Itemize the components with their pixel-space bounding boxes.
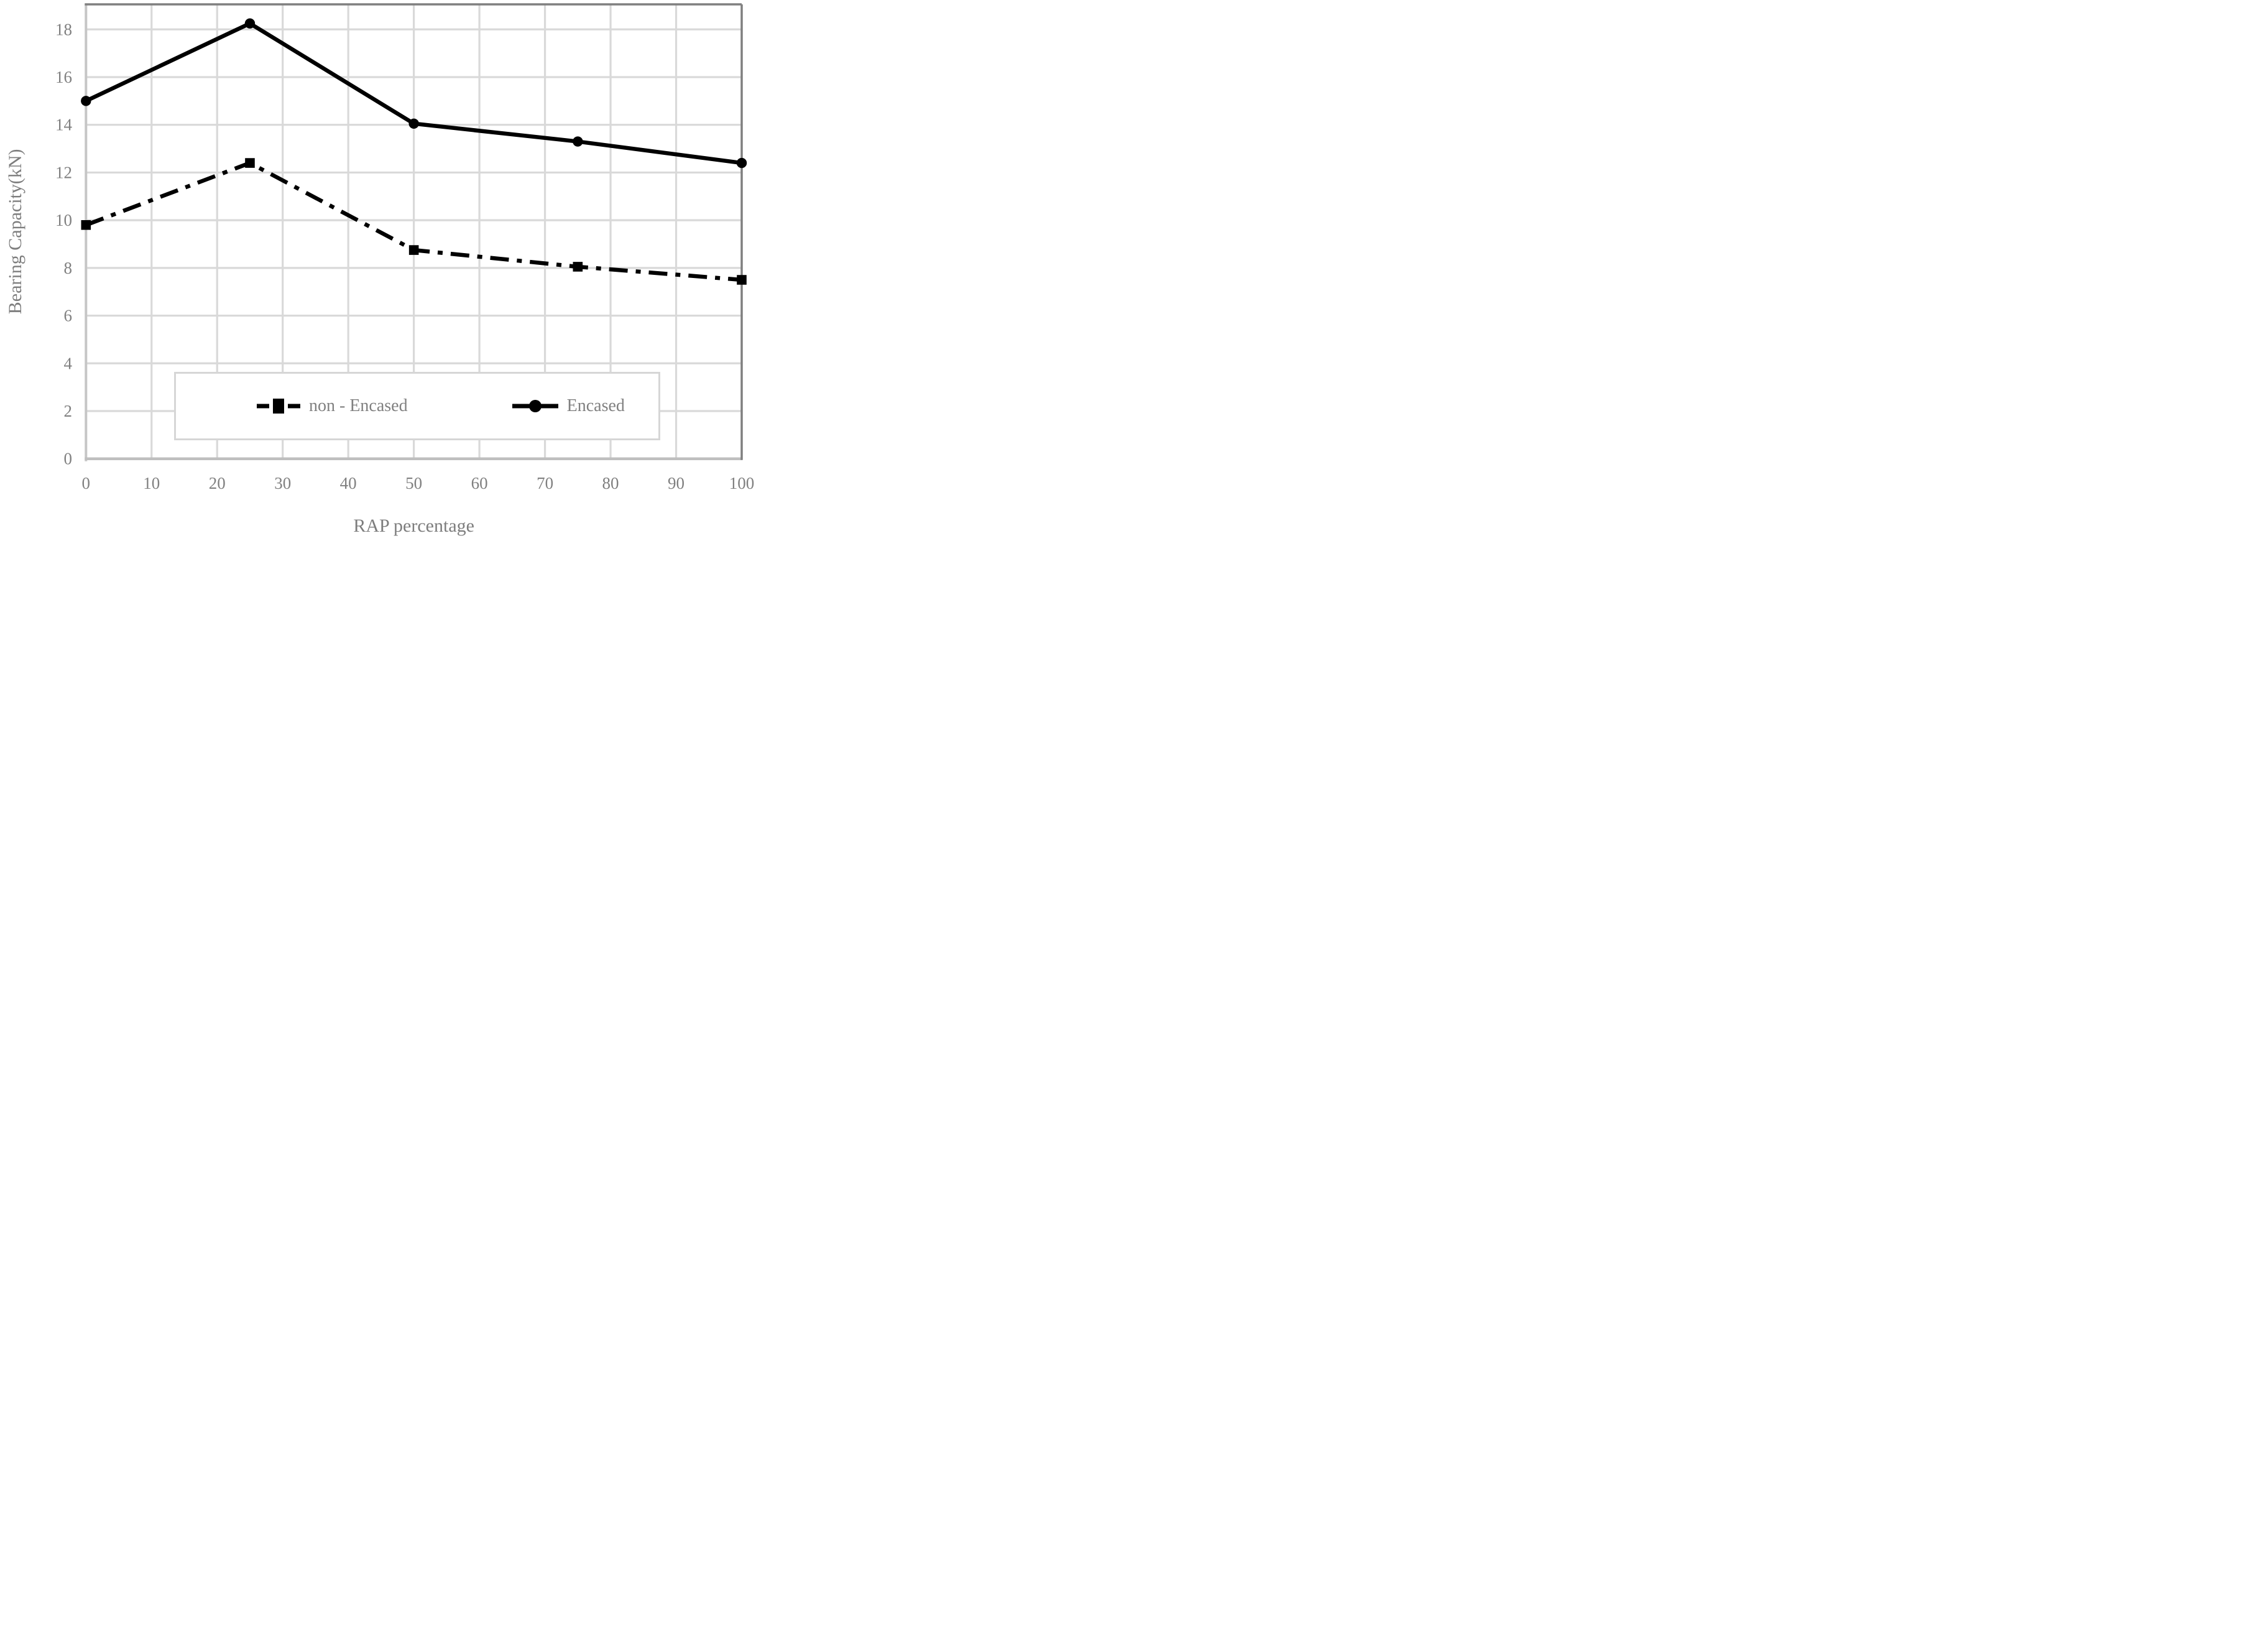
y-tick-label-16: 16 <box>55 68 72 86</box>
x-tick-label-20: 20 <box>209 474 226 493</box>
marker-encased-25 <box>244 18 256 29</box>
y-tick-label-18: 18 <box>55 20 72 39</box>
legend-label-encased: Encased <box>566 396 625 415</box>
y-tick-label-14: 14 <box>55 116 73 134</box>
x-tick-label-30: 30 <box>274 474 291 493</box>
x-tick-label-40: 40 <box>340 474 357 493</box>
marker-non-encased-100 <box>737 275 747 285</box>
x-tick-label-70: 70 <box>537 474 553 493</box>
marker-non-encased-0 <box>81 220 91 230</box>
chart-legend: non - Encased Encased <box>174 372 660 440</box>
y-tick-label-4: 4 <box>64 354 73 372</box>
legend-marker-line-circle-icon <box>512 400 558 412</box>
y-tick-label-10: 10 <box>55 211 72 229</box>
y-tick-label-0: 0 <box>64 450 73 468</box>
x-tick-label-90: 90 <box>668 474 685 493</box>
marker-non-encased-75 <box>573 262 583 272</box>
marker-encased-75 <box>573 136 583 147</box>
x-tick-label-10: 10 <box>143 474 160 493</box>
x-tick-label-60: 60 <box>471 474 488 493</box>
x-tick-label-0: 0 <box>82 474 91 493</box>
marker-encased-50 <box>408 118 419 129</box>
x-axis-title: RAP percentage <box>353 516 474 536</box>
x-tick-label-50: 50 <box>405 474 422 493</box>
y-tick-label-8: 8 <box>64 259 73 277</box>
y-tick-label-6: 6 <box>64 307 73 325</box>
y-tick-label-12: 12 <box>55 163 72 182</box>
chart-figure: 0 10 20 30 40 50 60 70 80 90 100 0 2 4 6 8 10 12 14 16 18 RAP… <box>0 0 756 544</box>
x-tick-label-80: 80 <box>602 474 619 493</box>
marker-encased-0 <box>81 96 91 106</box>
x-tick-label-100: 100 <box>729 474 755 493</box>
chart-plot-area: 0 10 20 30 40 50 60 70 80 90 100 0 2 4 6 8 10 12 14 16 18 RAP… <box>5 3 755 536</box>
legend-marker-dash-square-icon <box>257 399 300 414</box>
y-axis-title: Bearing Capacity(kN) <box>5 149 25 314</box>
marker-non-encased-50 <box>408 245 419 255</box>
marker-non-encased-25 <box>245 158 255 168</box>
legend-label-non-encased: non - Encased <box>309 396 408 415</box>
legend-entry-encased: Encased <box>512 396 625 416</box>
legend-entry-non-encased: non - Encased <box>257 396 408 416</box>
y-tick-label-2: 2 <box>64 402 73 420</box>
marker-encased-100 <box>736 157 747 169</box>
